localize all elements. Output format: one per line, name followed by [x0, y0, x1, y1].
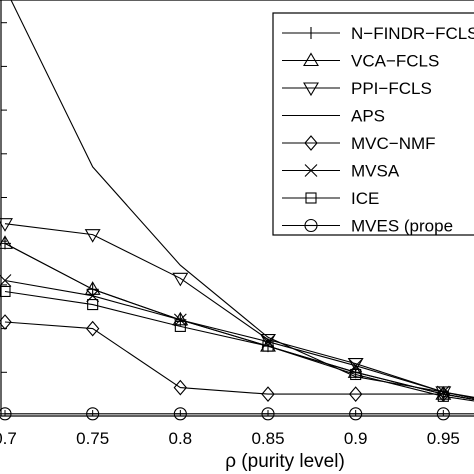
series-line	[4, 290, 474, 402]
x-marker	[0, 274, 12, 287]
x-tick-label: 0.75	[76, 429, 109, 448]
legend-items: N−FINDR−FCLS VCA−FCLS PPI−FCLS APS MVC−NMF MV…	[282, 24, 474, 236]
square-marker	[174, 320, 186, 332]
legend-label: N−FINDR−FCLS	[351, 24, 474, 43]
x-tick-label: 0.95	[427, 429, 460, 448]
legend-item: ICE	[282, 189, 379, 208]
x-axis-label: ρ (purity level)	[225, 451, 345, 472]
square-marker	[437, 390, 449, 402]
triangle-down-marker	[172, 272, 189, 287]
square-marker	[0, 285, 11, 298]
diamond-marker	[85, 320, 100, 337]
legend-label: MVES (prope	[351, 217, 453, 236]
diamond-marker	[173, 379, 188, 396]
y-ticks	[1, 22, 7, 373]
legend-item: APS	[282, 107, 385, 126]
legend-item: MVSA	[282, 162, 400, 181]
triangle-down-marker	[84, 229, 101, 243]
square-marker	[350, 368, 362, 381]
series-7	[0, 285, 474, 402]
triangle-up-marker	[0, 235, 13, 249]
x-tick-label: 0.9	[344, 429, 368, 448]
series-line	[4, 279, 474, 399]
series-line	[4, 223, 474, 399]
legend-item: VCA−FCLS	[282, 52, 439, 71]
x-tick-label: 0.8	[169, 429, 193, 448]
triangle-down-marker	[303, 82, 319, 97]
triangle-down-marker	[0, 218, 13, 232]
legend-label: VCA−FCLS	[351, 52, 439, 71]
series-8	[0, 407, 474, 421]
series-3	[0, 218, 474, 401]
series-6	[0, 274, 474, 399]
legend-item: MVES (prope	[282, 217, 453, 236]
triangle-up-marker	[347, 364, 364, 378]
legend-item: PPI−FCLS	[282, 79, 432, 98]
x-tick-label: 0.85	[251, 429, 284, 448]
legend-label: PPI−FCLS	[351, 79, 432, 98]
triangle-up-marker	[84, 281, 101, 295]
legend: N−FINDR−FCLS VCA−FCLS PPI−FCLS APS MVC−NMF MV…	[272, 12, 474, 236]
legend-label: ICE	[351, 189, 379, 208]
square-marker	[87, 299, 99, 311]
diamond-marker	[0, 314, 12, 330]
diamond-marker	[304, 135, 318, 151]
x-ticks: 0.7 0.75 0.8 0.85 0.9 0.95	[0, 410, 460, 448]
series-line	[4, 321, 474, 401]
series-line	[4, 242, 474, 401]
diamond-marker	[348, 386, 363, 402]
x-marker	[173, 313, 187, 327]
legend-label: MVSA	[351, 162, 400, 181]
series-layer	[0, 0, 474, 421]
square-marker	[305, 192, 317, 204]
legend-item: MVC−NMF	[282, 134, 436, 153]
series-5	[0, 314, 474, 402]
x-marker	[304, 164, 318, 177]
square-marker	[262, 340, 274, 352]
triangle-up-marker	[303, 52, 319, 67]
x-tick-label: 0.7	[0, 429, 17, 448]
diamond-marker	[261, 386, 275, 402]
plus-marker	[305, 27, 317, 39]
legend-label: MVC−NMF	[351, 134, 436, 153]
legend-label: APS	[351, 107, 385, 126]
series-2	[0, 235, 474, 401]
plot-area	[0, 0, 474, 417]
legend-item: N−FINDR−FCLS	[282, 24, 474, 43]
x-marker	[436, 385, 450, 399]
